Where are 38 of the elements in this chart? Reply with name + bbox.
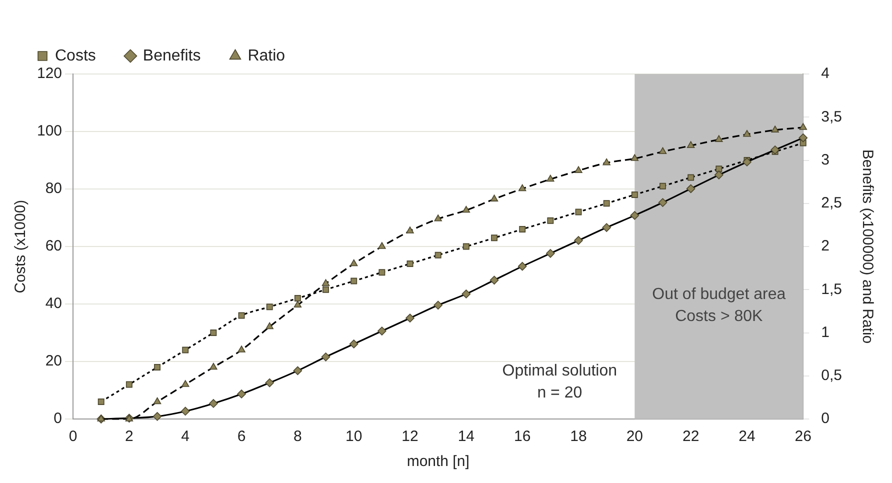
x-axis-title: month [n]: [406, 453, 470, 470]
x-tick-label: 4: [181, 428, 190, 446]
x-tick-label: 16: [514, 428, 531, 446]
x-tick-label: 6: [237, 428, 246, 446]
y2-tick-label: 1,5: [821, 280, 842, 298]
y2-tick-label: 3,5: [821, 108, 842, 126]
legend-label: Benefits: [142, 47, 201, 64]
legend-label: Ratio: [248, 47, 286, 64]
y-axis-title: Costs (x1000): [12, 200, 30, 294]
x-tick-label: 14: [458, 428, 475, 446]
x-tick-label: 24: [738, 428, 756, 446]
y-tick-label: 80: [45, 180, 62, 198]
y2-tick-label: 3: [821, 151, 830, 168]
y2-axis-title: Benefits (x100000) and Ratio: [858, 149, 876, 344]
y2-tick-label: 0: [821, 410, 830, 428]
y2-tick-label: 2: [821, 238, 830, 255]
x-tick-label: 22: [682, 428, 700, 446]
y2-tick-label: 0,5: [821, 367, 842, 384]
annotation: Optimal solution n = 20: [502, 362, 618, 402]
legend-label: Costs: [55, 47, 96, 64]
y-tick-label: 60: [45, 238, 62, 255]
y-tick-label: 20: [45, 352, 62, 370]
y2-tick-label: 2,5: [821, 194, 842, 212]
x-tick-label: 12: [402, 428, 418, 446]
y-tick-label: 100: [36, 122, 62, 140]
y2-tick-label: 4: [821, 65, 830, 82]
x-tick-label: 18: [570, 428, 587, 446]
y-tick-label: 120: [36, 65, 62, 82]
x-tick-label: 0: [68, 428, 78, 446]
y2-tick-label: 1: [821, 324, 830, 341]
y-tick-label: 0: [54, 410, 62, 428]
x-tick-label: 26: [794, 428, 812, 446]
x-tick-label: 10: [346, 428, 362, 446]
x-tick-label: 2: [125, 428, 134, 446]
x-tick-label: 8: [294, 428, 302, 446]
x-tick-label: 20: [626, 428, 643, 446]
band-label: Out of budget area Costs > 80K: [652, 286, 786, 326]
y-tick-label: 40: [45, 295, 62, 312]
